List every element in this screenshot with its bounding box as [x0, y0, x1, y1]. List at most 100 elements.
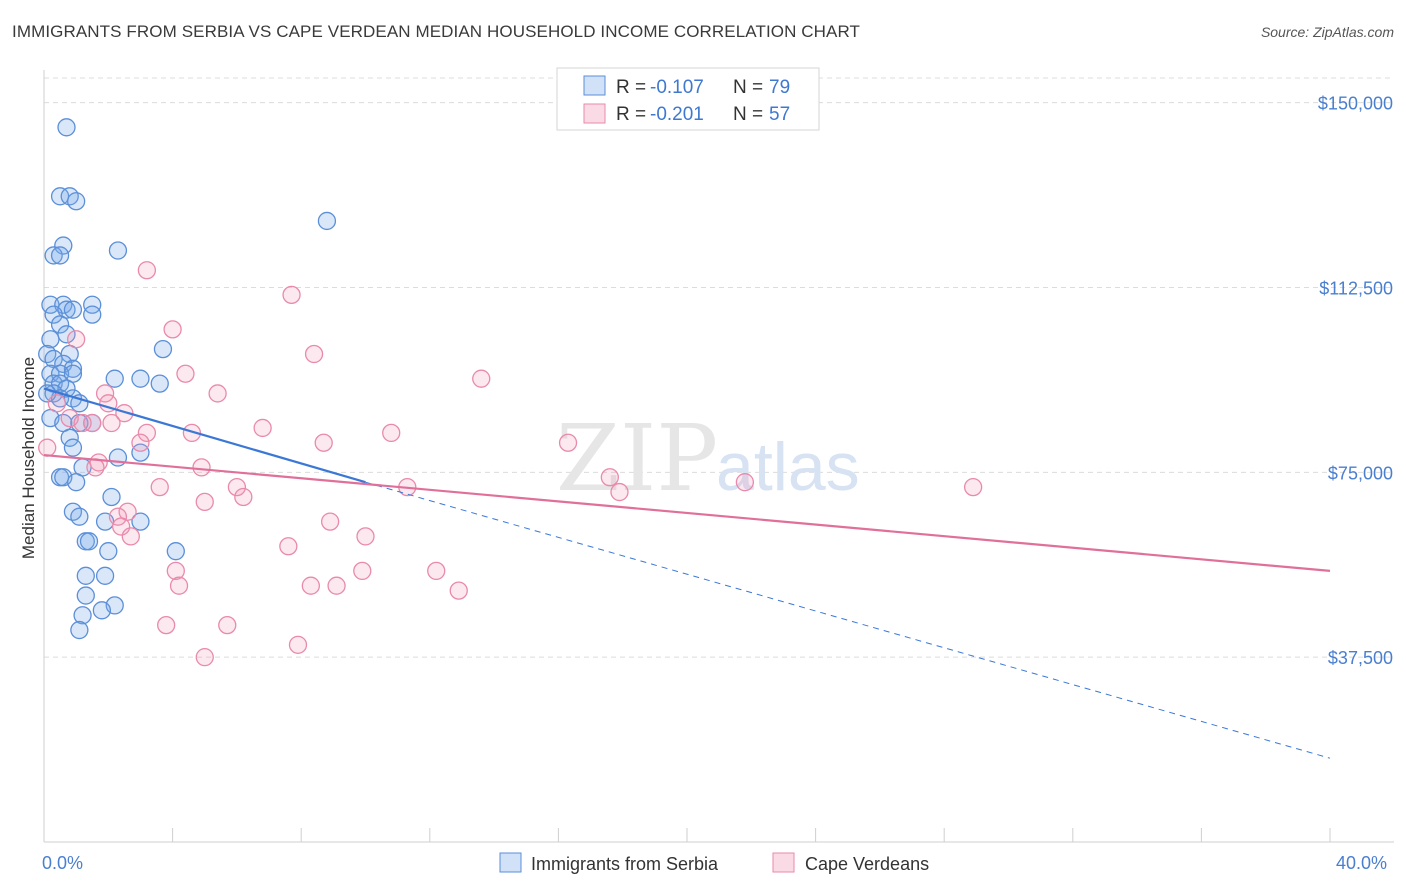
cape-point-13 [115, 404, 134, 423]
serbia-point-66 [70, 620, 89, 640]
legend-r-serbia: -0.107 [650, 77, 704, 98]
cape-point-11 [47, 394, 67, 413]
bottom-swatch-serbia [499, 852, 522, 873]
serbia-point-3 [67, 192, 86, 211]
cape-point-30 [227, 477, 247, 497]
cape-point-48 [327, 576, 346, 595]
serbia-point-7 [44, 246, 63, 265]
cape-point-27 [600, 468, 619, 487]
serbia-point-19 [153, 339, 173, 359]
serbia-point-10 [54, 295, 73, 314]
serbia-point-29 [131, 369, 150, 388]
cape-point-15 [102, 413, 121, 433]
serbia-point-45 [131, 443, 150, 462]
cape-point-47 [301, 576, 320, 595]
y-axis-label: Median Household Income [19, 357, 38, 559]
cape-point-44 [427, 561, 446, 581]
cape-point-53 [195, 648, 214, 667]
cape-point-33 [234, 487, 253, 507]
legend-r-cape: -0.201 [650, 104, 704, 125]
cape-point-9 [95, 384, 115, 403]
serbia-point-64 [92, 601, 112, 620]
serbia-point-55 [131, 512, 150, 531]
cape-point-24 [89, 453, 108, 472]
x-tick-min: 0.0% [42, 853, 83, 873]
cape-point-43 [353, 561, 372, 581]
cape-point-8 [208, 384, 227, 403]
serbia-point-28 [105, 369, 124, 388]
cape-point-0 [38, 438, 57, 457]
serbia-point-6 [108, 241, 128, 260]
serbia-trend-line [43, 387, 366, 484]
cape-point-23 [131, 433, 150, 452]
cape-point-7 [472, 369, 491, 388]
cape-point-45 [166, 561, 185, 581]
cape-verdean-points [38, 261, 983, 667]
cape-point-2 [282, 285, 301, 305]
watermark: ZIP atlas [556, 405, 860, 512]
serbia-point-57 [79, 532, 99, 551]
cape-point-41 [121, 527, 140, 546]
serbia-point-44 [63, 438, 83, 457]
legend-r-label-cape: R = [616, 104, 646, 125]
cape-point-49 [449, 581, 468, 600]
serbia-point-58 [99, 542, 118, 561]
legend-swatch-serbia [583, 75, 606, 96]
serbia-point-25 [41, 364, 60, 383]
cape-point-51 [218, 615, 237, 635]
cape-point-14 [83, 413, 102, 433]
cape-point-35 [195, 492, 214, 512]
chart-title: IMMIGRANTS FROM SERBIA VS CAPE VERDEAN M… [12, 22, 861, 41]
serbia-point-50 [67, 473, 86, 492]
cape-point-34 [610, 482, 629, 502]
y-tick-label-0: $37,500 [1328, 648, 1393, 668]
y-tick-label-3: $150,000 [1318, 94, 1393, 114]
legend-n-label-serbia: N = [733, 77, 763, 98]
serbia-point-15 [83, 305, 102, 324]
serbia-trend-extension [365, 481, 1331, 759]
cape-trend-line [43, 453, 1331, 572]
cape-point-26 [192, 458, 211, 477]
legend-n-serbia: 79 [769, 77, 790, 98]
cape-point-46 [169, 576, 189, 595]
cape-point-40 [356, 527, 375, 546]
cape-point-52 [288, 635, 308, 654]
cape-point-21 [314, 433, 333, 452]
x-tick-max: 40.0% [1336, 853, 1387, 873]
cape-point-4 [67, 330, 86, 349]
trend-lines [43, 387, 1331, 759]
cape-point-5 [304, 344, 324, 364]
bottom-legend-serbia: Immigrants from Serbia [531, 854, 719, 874]
cape-point-32 [150, 477, 169, 497]
watermark-atlas: atlas [716, 429, 860, 505]
cape-point-25 [86, 458, 105, 477]
cape-point-28 [735, 473, 755, 492]
cape-point-17 [253, 418, 272, 438]
legend-r-label-serbia: R = [616, 77, 646, 98]
y-tick-label-1: $75,000 [1328, 463, 1393, 483]
stats-legend: R = -0.107 N = 79 R = -0.201 N = 57 [556, 67, 820, 131]
source-label: Source: ZipAtlas.com [1260, 24, 1394, 40]
serbia-point-59 [166, 542, 185, 561]
cape-point-20 [382, 423, 401, 443]
serbia-point-60 [76, 566, 95, 585]
cape-point-42 [279, 537, 298, 556]
serbia-point-37 [38, 384, 57, 403]
cape-point-6 [176, 364, 195, 383]
serbia-point-52 [102, 487, 121, 507]
serbia-point-53 [70, 507, 89, 526]
cape-point-37 [108, 507, 128, 526]
serbia-point-13 [63, 300, 83, 319]
serbia-point-46 [108, 448, 128, 467]
y-tick-labels: $37,500 $75,000 $112,500 $150,000 [1318, 94, 1393, 669]
cape-point-16 [73, 413, 92, 433]
cape-point-19 [182, 423, 202, 443]
serbia-point-30 [150, 374, 169, 393]
serbia-points [38, 118, 337, 640]
watermark-zip: ZIP [556, 405, 718, 512]
cape-point-29 [963, 477, 983, 497]
serbia-point-5 [54, 236, 73, 255]
cape-point-3 [163, 320, 182, 339]
cape-point-50 [157, 615, 176, 635]
